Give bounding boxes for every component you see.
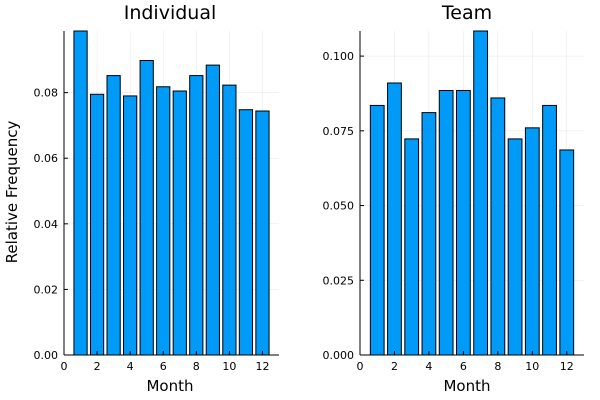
bar-team-month-5	[438, 89, 454, 356]
y-tick-label: 0.08	[34, 87, 59, 100]
panel-individual: Individual Relative Frequency Month 0 2 4 6…	[3, 2, 279, 395]
x-tick-label: 6	[160, 360, 167, 373]
y-tick-label: 0.050	[323, 200, 355, 213]
y-tick-label: 0.000	[323, 349, 355, 362]
bars-individual	[73, 30, 270, 356]
bar-team-month-4	[421, 112, 437, 356]
y-tick-label: 0.100	[323, 50, 355, 63]
panel-team: Team Month 0 2 4 6 8 10 12 0.000 0.025 0.050 0.07…	[323, 2, 584, 395]
x-ticks-team: 0 2 4 6 8 10 12	[357, 351, 574, 373]
bar-individual-month-12	[255, 110, 270, 356]
x-tick-label: 4	[127, 360, 134, 373]
y-ticks-individual: 0.00 0.02 0.04 0.06 0.08	[34, 87, 68, 362]
bar-team-month-12	[559, 149, 575, 356]
bar-team-month-6	[455, 89, 471, 356]
bar-team-month-1	[369, 104, 385, 356]
x-ticks-individual: 0 2 4 6 8 10 12	[61, 351, 269, 373]
bar-individual-month-11	[238, 109, 254, 356]
x-tick-label: 10	[222, 360, 236, 373]
panel-title-individual: Individual	[124, 2, 217, 24]
y-ticks-team: 0.000 0.025 0.050 0.075 0.100	[323, 50, 364, 362]
panel-title-team: Team	[441, 2, 492, 24]
bar-team-month-3	[404, 138, 420, 356]
x-tick-label: 6	[460, 360, 467, 373]
x-axis-label-team: Month	[443, 377, 490, 395]
y-tick-label: 0.075	[323, 125, 355, 138]
bar-individual-month-8	[189, 75, 204, 356]
bar-team-month-9	[507, 138, 523, 356]
y-tick-label: 0.06	[34, 152, 59, 165]
bar-team-month-2	[387, 82, 402, 356]
bar-team-month-7	[473, 30, 489, 356]
y-tick-label: 0.025	[323, 274, 355, 287]
bar-individual-month-10	[222, 84, 237, 356]
bar-individual-month-5	[139, 60, 154, 356]
bar-individual-month-3	[106, 75, 121, 356]
axes-team	[359, 31, 584, 356]
x-tick-label: 4	[425, 360, 432, 373]
x-tick-label: 8	[193, 360, 200, 373]
x-tick-label: 2	[391, 360, 398, 373]
bar-team-month-8	[490, 97, 506, 356]
y-tick-label: 0.00	[34, 349, 59, 362]
y-tick-label: 0.02	[34, 283, 59, 296]
bar-individual-month-1	[73, 30, 88, 356]
x-tick-label: 12	[255, 360, 269, 373]
x-tick-label: 0	[357, 360, 364, 373]
y-axis-label: Relative Frequency	[3, 121, 21, 264]
bar-individual-month-4	[123, 95, 138, 356]
y-tick-label: 0.04	[34, 218, 59, 231]
bar-individual-month-7	[172, 90, 187, 356]
bar-individual-month-9	[205, 64, 220, 356]
bar-individual-month-6	[156, 86, 171, 356]
x-tick-label: 12	[560, 360, 574, 373]
x-axis-label-individual: Month	[146, 377, 193, 395]
bars-team	[369, 30, 575, 356]
x-tick-label: 10	[525, 360, 539, 373]
x-tick-label: 8	[494, 360, 501, 373]
bar-team-month-10	[524, 127, 540, 356]
axes-individual	[63, 31, 279, 356]
bar-individual-month-2	[89, 93, 105, 356]
x-tick-label: 2	[94, 360, 101, 373]
bar-team-month-11	[542, 104, 557, 356]
x-tick-label: 0	[61, 360, 68, 373]
